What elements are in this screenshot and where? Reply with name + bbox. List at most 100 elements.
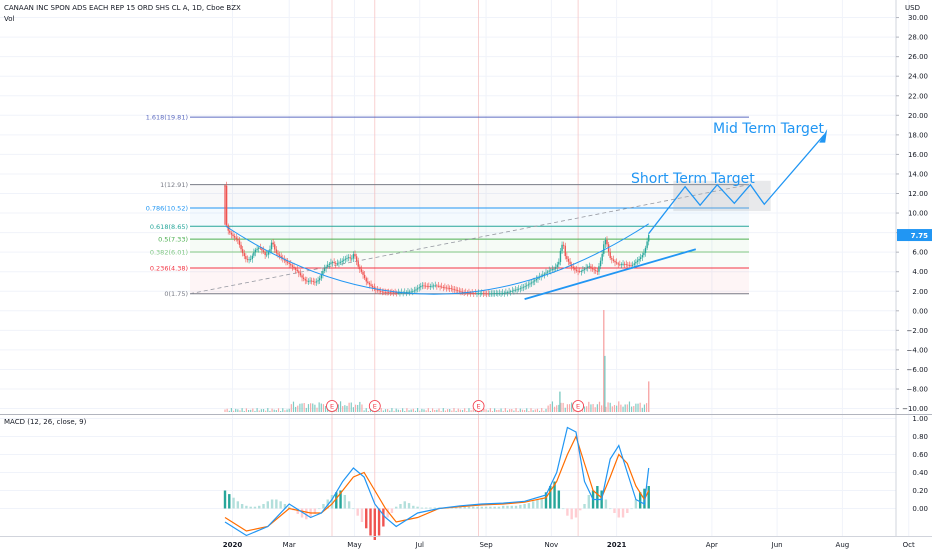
candle-body [357,261,359,267]
candle-body [270,242,273,250]
price-tick-label: 14.00 [908,170,928,178]
candle-body [447,287,449,289]
earnings-marker[interactable] [326,400,338,412]
candle-body [285,260,287,262]
projected-path[interactable] [648,134,825,234]
volume-bar [502,410,504,412]
volume-bar [260,409,262,412]
candle-body [476,293,478,295]
macd-histogram-bar [540,497,543,509]
candle-body [269,249,271,253]
volume-bar [275,410,277,412]
candle-body [259,247,262,249]
macd-histogram-bar [369,508,372,536]
fib-level-label: 0.5(7.33) [158,236,188,244]
macd-histogram-bar [317,508,321,510]
volume-bar [513,410,515,412]
candle-body [567,258,570,262]
candle-body [351,258,353,260]
price-tick-label: 6.00 [912,249,928,257]
macd-histogram-bar [407,503,411,509]
earnings-marker[interactable] [472,400,485,412]
support-trendline[interactable] [524,248,697,300]
macd-histogram-bar [454,507,458,509]
cup-curve[interactable] [224,223,649,295]
candle-body [485,293,488,295]
candle-body [646,241,648,248]
candle-body [233,236,236,238]
time-tick-label: Aug [836,541,850,549]
candle-body [293,266,295,269]
candle-body [648,235,650,242]
time-tick-label: 2021 [607,541,627,549]
candle-body [373,287,375,289]
volume-bar [607,402,609,412]
candle-body [452,288,454,290]
macd-histogram-bar [467,506,471,509]
candle-body [617,263,619,265]
volume-bar [620,404,622,412]
macd-histogram-bar [433,507,436,509]
candle-body [449,288,451,289]
volume-bar [521,409,524,412]
macd-histogram-bar [429,507,432,509]
time-tick-label: 2020 [223,541,243,549]
candle-body [327,264,329,267]
candle-body [254,249,257,253]
candle-body [389,292,392,294]
earnings-marker[interactable] [368,400,381,412]
macd-histogram-bar [476,506,479,509]
macd-histogram-bar [587,495,590,509]
macd-histogram-bar [270,499,274,509]
candle-body [410,291,412,293]
candle-body [556,264,558,268]
candle-body [304,279,306,281]
candle-body [261,248,263,251]
macd-histogram-bar [412,505,415,509]
volume-bar [491,410,494,412]
volume-bar [560,402,562,412]
candle-body [503,292,505,294]
candle-body [582,269,584,271]
volume-bar [399,410,402,412]
macd-tick-label: 0.80 [912,433,928,441]
fib-zone [190,184,749,208]
earnings-marker-label: E [373,403,377,411]
volume-bar [568,404,571,412]
volume-bar [444,410,447,412]
target-zone[interactable] [673,180,771,212]
candle-body [238,240,241,245]
volume-bar [404,410,406,412]
candle-body [469,292,472,294]
volume-bar [616,405,618,412]
candle-body [299,273,302,276]
time-tick-label: Oct [903,541,915,549]
candle-body [307,280,310,282]
macd-histogram-bar [300,508,304,518]
candle-body [450,288,453,290]
price-tick-label: 26.00 [908,53,928,61]
macd-histogram-bar [330,495,334,509]
candle-body [346,258,348,259]
macd-histogram-bar [621,508,625,518]
macd-histogram-bar [514,505,518,509]
fib-trend-line[interactable] [189,184,750,295]
candle-body [426,285,428,287]
candle-body [526,285,528,287]
price-tick-label: 12.00 [908,190,928,198]
candle-body [229,230,231,233]
macd-histogram-bar [634,499,638,509]
candle-body [437,285,440,287]
earnings-marker[interactable] [572,400,584,412]
volume-bar [583,406,586,412]
candle-body [542,274,544,276]
volume-bar [545,408,547,412]
candle-body [477,293,480,295]
volume-bar [395,408,397,412]
fib-level-label: 0.382(6.01) [150,249,188,257]
macd-histogram-bar [395,506,398,509]
volume-bar [631,406,633,412]
volume-bar [237,409,239,412]
candle-body [591,267,594,270]
